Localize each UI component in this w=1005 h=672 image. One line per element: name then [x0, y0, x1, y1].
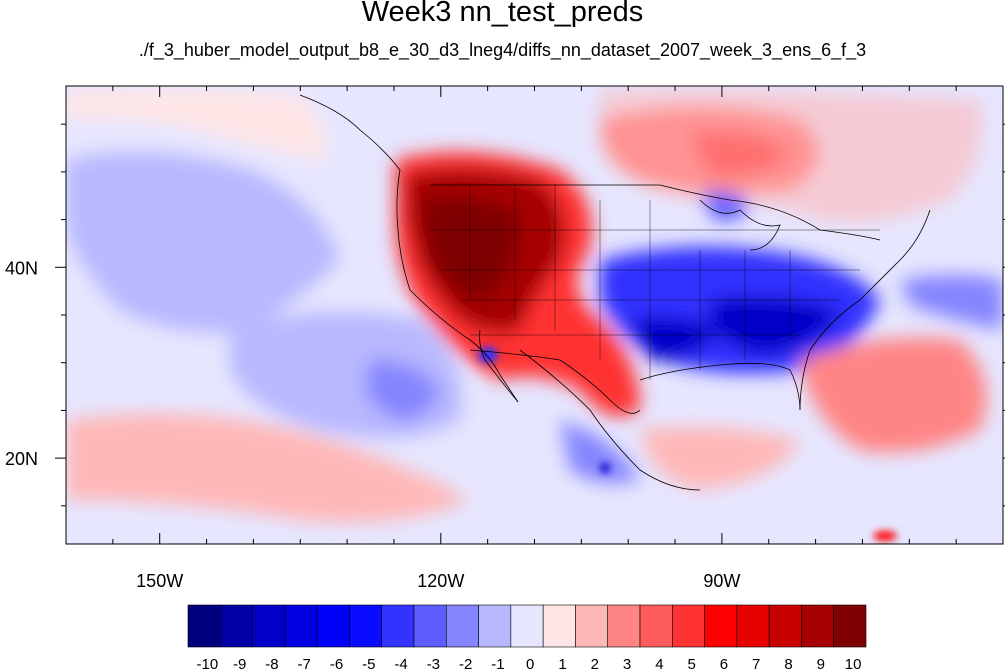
colorbar-label: 7 [752, 656, 760, 672]
colorbar-swatch [187, 604, 221, 648]
lon-tick-label: 150W [136, 571, 183, 591]
blob-alaska [66, 88, 327, 160]
lon-tick-label: 120W [417, 571, 464, 591]
colorbar-label: -8 [265, 656, 278, 672]
colorbar-label: 3 [623, 656, 631, 672]
colorbar-swatch [316, 604, 350, 648]
anomaly-blobs [66, 88, 1003, 523]
colorbar-swatch [736, 604, 770, 648]
colorbar-label: 1 [558, 656, 566, 672]
colorbar-swatch [510, 604, 544, 648]
colorbar-swatch [413, 604, 447, 648]
colorbar-label: 5 [687, 656, 695, 672]
blob-southeast-west-core [630, 316, 720, 360]
colorbar-label: -10 [197, 656, 219, 672]
blob-mexico-blue [560, 420, 640, 484]
colorbar-swatch [639, 604, 673, 648]
mexico-west-coastline [519, 349, 701, 491]
blob-great-lakes [700, 191, 750, 221]
axis-ticks [55, 86, 1005, 544]
state-borders [430, 185, 880, 380]
colorbar-swatch [704, 604, 738, 648]
colorbar-label: -5 [362, 656, 375, 672]
lon-tick-label: 90W [703, 571, 740, 591]
colorbar-label: 8 [784, 656, 792, 672]
west-coastline [299, 94, 519, 403]
colorbar-swatch [381, 604, 415, 648]
colorbar-swatch [478, 604, 512, 648]
colorbar-label: -3 [427, 656, 440, 672]
colorbar-swatch [833, 604, 867, 648]
us-mexico-border [469, 349, 641, 414]
colorbar-swatch [607, 604, 641, 648]
blob-small-blue [600, 463, 610, 473]
blob-southeast-east-core [710, 296, 840, 355]
blob-pacific-core [365, 360, 440, 420]
colorbar-label: -1 [491, 656, 504, 672]
colorbar-label: -6 [330, 656, 343, 672]
state-lines-vertical [469, 185, 791, 380]
colorbar: -10 -9 -8 -7 -6 -5 -4 -3 -2 -1 0 1 2 3 4 5 6 7 8 9 10 [187, 604, 867, 672]
colorbar-label: -7 [298, 656, 311, 672]
colorbar-swatch [349, 604, 383, 648]
lat-tick-label: 20N [5, 449, 38, 469]
colorbar-label: 9 [817, 656, 825, 672]
anomaly-field [66, 86, 1003, 544]
colorbar-label: 0 [526, 656, 534, 672]
colorbar-label: -2 [459, 656, 472, 672]
axis-tick-labels: 150W 120W 90W 40N 20N [5, 258, 740, 591]
colorbar-swatch [542, 604, 576, 648]
colorbar-label: -9 [233, 656, 246, 672]
blob-small-red [873, 531, 897, 541]
chart-title: Week3 nn_test_preds [361, 0, 644, 28]
colorbar-swatch [284, 604, 318, 648]
blob-atlantic [800, 337, 987, 453]
colorbar-label: 10 [845, 656, 862, 672]
great-lakes-outline [699, 199, 781, 251]
colorbar-label: -4 [394, 656, 407, 672]
blob-pacific-south [66, 413, 470, 523]
blob-caribbean [640, 426, 800, 490]
colorbar-swatch [801, 604, 835, 648]
state-lines-horizontal [430, 229, 880, 336]
blob-atlantic-blue [900, 275, 1003, 330]
gulf-coastline [639, 362, 801, 411]
baja-coastline [479, 329, 519, 403]
lat-tick-label: 40N [5, 258, 38, 278]
us-canada-border [430, 184, 881, 241]
colorbar-swatch [219, 604, 253, 648]
colorbar-swatch [445, 604, 479, 648]
east-coastline [799, 209, 931, 411]
blob-pacific-north [66, 152, 340, 333]
chart-subtitle: ./f_3_huber_model_output_b8_e_30_d3_lneg… [138, 40, 867, 60]
colorbar-label: 6 [720, 656, 728, 672]
colorbar-swatch [768, 604, 802, 648]
coastlines [299, 94, 931, 491]
colorbar-swatch [671, 604, 705, 648]
blob-canada-pink [600, 89, 982, 223]
colorbar-label: 4 [655, 656, 663, 672]
colorbar-swatch [252, 604, 286, 648]
colorbar-label: 2 [591, 656, 599, 672]
colorbar-swatch [575, 604, 609, 648]
